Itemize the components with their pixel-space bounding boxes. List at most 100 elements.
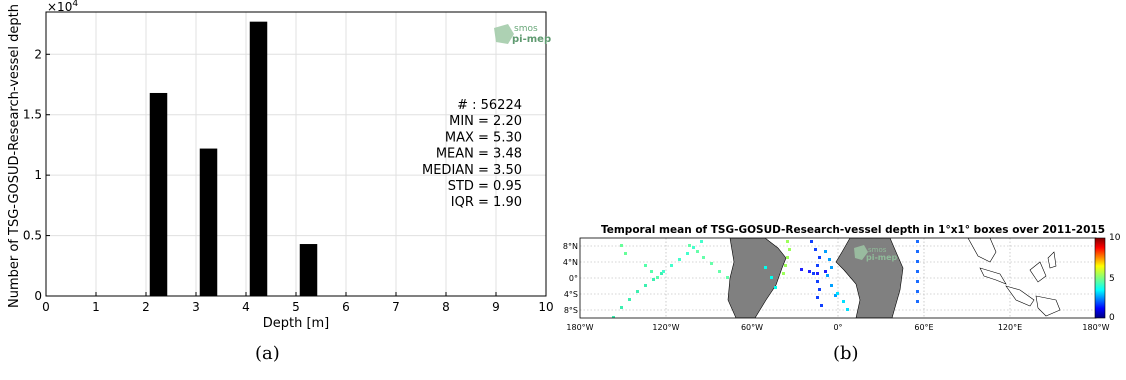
map-data-cell: [814, 248, 817, 251]
x-tick-label: 1: [92, 300, 100, 314]
map-data-cell: [650, 270, 653, 273]
map-data-cell: [686, 252, 689, 255]
map-data-cell: [644, 264, 647, 267]
histogram-chart: 0 1 2 3 4 5 6 7 8 9 10 0 0.5 1 1.5 2 Depth [m] Number …: [7, 0, 554, 331]
map-data-cell: [770, 276, 773, 279]
indonesia-islands: [979, 251, 1061, 317]
map-data-cell: [656, 276, 659, 279]
map-data-cell: [828, 258, 831, 261]
map-data-cell: [846, 308, 849, 311]
map-data-cell: [916, 270, 919, 273]
map-data-cell: [696, 250, 699, 253]
statistic-line: MAX = 5.30: [445, 130, 522, 145]
map-data-cell: [916, 290, 919, 293]
map-data-cell: [612, 316, 615, 318]
map-longitude-label: 120°E: [998, 323, 1022, 332]
y-tick-label: 0.5: [23, 229, 42, 243]
map-logo-text-pimep: pi-mep: [866, 253, 898, 262]
south-america-landmass: [727, 238, 787, 318]
x-tick-label: 3: [192, 300, 200, 314]
map-data-cell: [810, 240, 813, 243]
map-longitude-label: 0°: [833, 323, 842, 332]
statistic-line: MEDIAN = 3.50: [422, 163, 522, 178]
statistic-line: # : 56224: [457, 98, 522, 113]
map-data-cell: [644, 284, 647, 287]
map-longitude-label: 180°W: [566, 323, 593, 332]
map-data-cell: [836, 292, 839, 295]
histogram-bar-1: [149, 92, 168, 296]
map-data-cell: [786, 240, 789, 243]
map-data-cell: [808, 270, 811, 273]
colorbar: [1094, 237, 1106, 319]
map-logo-text-smos: smos: [868, 246, 887, 254]
map-data-cell: [812, 272, 815, 275]
map-data-cell: [916, 250, 919, 253]
map-data-cell: [688, 244, 691, 247]
map-panel: Temporal mean of TSG-GOSUD-Research-vess…: [560, 0, 1126, 376]
x-tick-label: 10: [538, 300, 553, 314]
y-tick-label: 2: [34, 47, 42, 61]
map-data-cell: [800, 268, 803, 271]
map-data-cell: [786, 256, 789, 259]
colorbar-tick-label: 0: [1109, 313, 1115, 323]
map-data-cell: [624, 252, 627, 255]
colorbar-tick-label: 5: [1109, 274, 1115, 284]
map-data-cell: [816, 272, 819, 275]
y-tick-label: 1.5: [23, 108, 42, 122]
map-data-cell: [824, 250, 827, 253]
map-data-cell: [824, 270, 827, 273]
map-latitude-label: 4°S: [564, 290, 578, 299]
map-data-cell: [818, 288, 821, 291]
map-data-cell: [784, 264, 787, 267]
histogram-bar-3: [249, 21, 268, 296]
statistic-line: STD = 0.95: [448, 179, 522, 194]
map-data-cell: [620, 244, 623, 247]
map-data-cell: [816, 296, 819, 299]
x-tick-label: 2: [142, 300, 150, 314]
map-data-cell: [916, 300, 919, 303]
x-tick-label: 9: [492, 300, 500, 314]
panel-label-b: (b): [833, 343, 859, 364]
map-data-cell: [826, 274, 829, 277]
map-watermark-logo: smos pi-mep: [854, 245, 898, 262]
map-title: Temporal mean of TSG-GOSUD-Research-vess…: [601, 224, 1105, 236]
map-data-cell: [830, 284, 833, 287]
x-tick-label: 8: [442, 300, 450, 314]
x-tick-label: 4: [242, 300, 250, 314]
histogram-panel: 0 1 2 3 4 5 6 7 8 9 10 0 0.5 1 1.5 2 Depth [m] Number …: [0, 0, 560, 376]
histogram-x-axis-label: Depth [m]: [263, 316, 330, 331]
map-data-cell: [692, 246, 695, 249]
map-data-cell: [782, 272, 785, 275]
colorbar-tick-label: 10: [1109, 233, 1121, 243]
data-cells: [612, 240, 919, 318]
x-tick-label: 6: [342, 300, 350, 314]
map-data-cell: [718, 270, 721, 273]
map-data-cell: [842, 300, 845, 303]
logo-text-smos: smos: [514, 24, 538, 34]
map-data-cell: [816, 264, 819, 267]
statistic-line: MIN = 2.20: [449, 114, 522, 129]
statistic-line: IQR = 1.90: [451, 195, 522, 210]
map-data-cell: [774, 286, 777, 289]
smos-pimep-logo: smos pi-mep: [494, 24, 551, 45]
map-data-cell: [916, 240, 919, 243]
y-tick-label: 0: [34, 289, 42, 303]
x-tick-label: 5: [292, 300, 300, 314]
map-data-cell: [816, 280, 819, 283]
map-latitude-label: 8°S: [564, 306, 578, 315]
map-latitude-label: 0°: [569, 274, 578, 283]
map-data-cell: [678, 258, 681, 261]
x-tick-label: 7: [392, 300, 400, 314]
map-data-cell: [916, 260, 919, 263]
map-data-cell: [916, 280, 919, 283]
map-data-cell: [788, 248, 791, 251]
panel-label-a: (a): [255, 343, 280, 364]
map-data-cell: [764, 266, 767, 269]
map-data-cell: [820, 304, 823, 307]
histogram-bar-2: [199, 148, 218, 296]
map-latitude-label: 4°N: [563, 258, 578, 267]
histogram-bar-4: [299, 244, 318, 296]
map-data-cell: [662, 270, 665, 273]
map-data-cell: [628, 298, 631, 301]
